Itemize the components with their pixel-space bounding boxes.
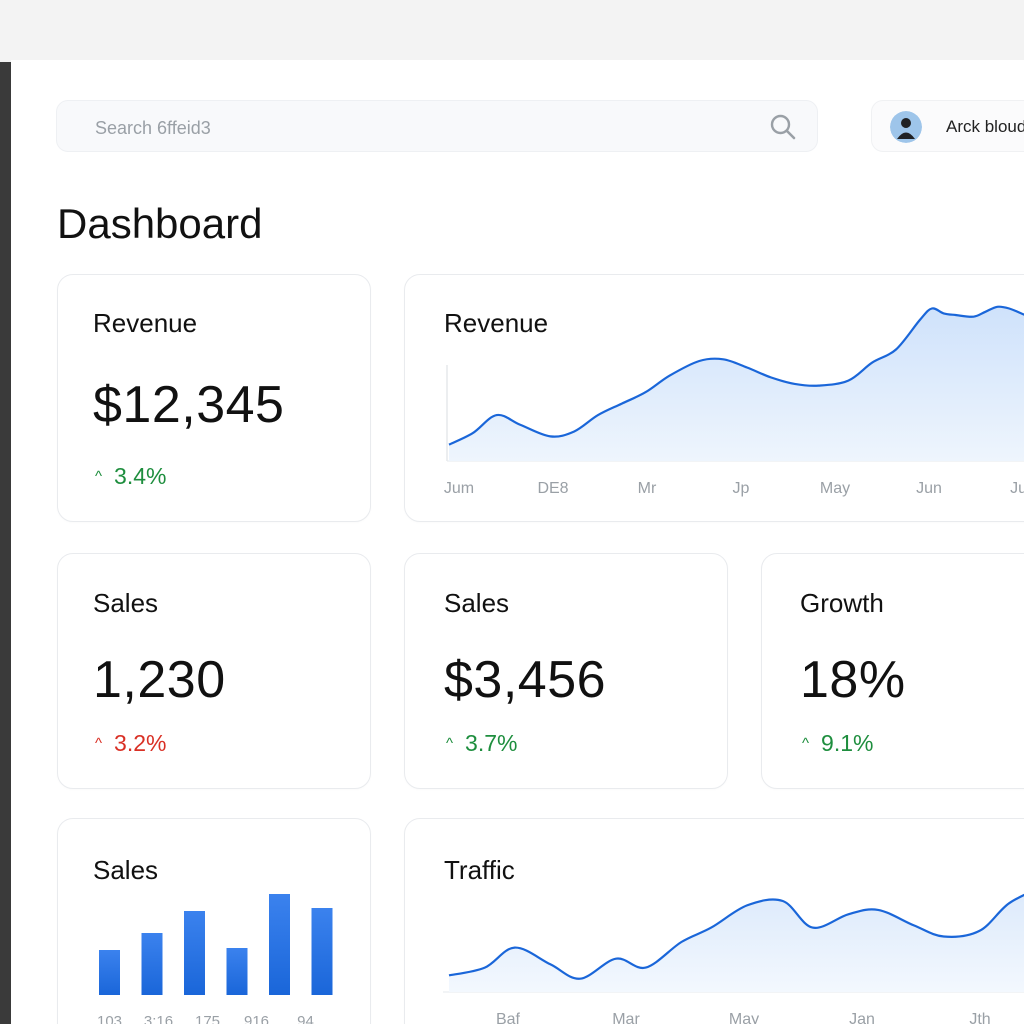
sales-amount-card[interactable]: Sales $3,456 ^ 3.7% <box>404 553 728 789</box>
bar-tick-label: 3:16 <box>144 1013 173 1024</box>
x-tick-label: Jan <box>849 1011 875 1024</box>
card-delta: ^ 3.2% <box>95 730 166 757</box>
bar-tick-label: 94 <box>297 1013 314 1024</box>
x-tick-label: Jum <box>444 480 474 497</box>
x-tick-label: May <box>729 1011 759 1024</box>
search-input[interactable] <box>93 114 737 142</box>
dashboard-page: Arck bloud Dashboard Revenue $12,345 ^ 3.… <box>11 60 1024 1024</box>
card-value: 1,230 <box>93 651 226 709</box>
bar[interactable] <box>226 948 248 995</box>
bar-tick-label: 175 <box>195 1013 220 1024</box>
growth-card[interactable]: Growth 18% ^ 9.1% <box>761 553 1024 789</box>
x-tick-label: Jth <box>969 1011 990 1024</box>
traffic-area <box>449 894 1024 992</box>
traffic-chart-card[interactable]: Traffic Baf Mar May Jan Jth <box>404 818 1024 1024</box>
card-delta: ^ 3.7% <box>446 730 517 757</box>
page-title: Dashboard <box>57 200 263 247</box>
x-tick-label: May <box>820 480 850 497</box>
card-value: $3,456 <box>444 651 607 709</box>
browser-top-bar <box>0 0 1024 58</box>
x-tick-label: Mr <box>638 480 657 497</box>
bar-tick-label: 916 <box>244 1013 269 1024</box>
sales-count-card[interactable]: Sales 1,230 ^ 3.2% <box>57 553 371 789</box>
x-tick-label: Mar <box>612 1011 640 1024</box>
sales-bar-card[interactable]: Sales 103 3:16 175 916 94 <box>57 818 371 1024</box>
revenue-kpi-card[interactable]: Revenue $12,345 ^ 3.4% <box>57 274 371 522</box>
traffic-line <box>448 893 1024 980</box>
revenue-area <box>449 306 1024 461</box>
bar[interactable] <box>141 933 163 995</box>
card-title: Growth <box>800 588 884 618</box>
card-value: 18% <box>800 651 906 709</box>
revenue-chart-card[interactable]: Revenue Jum DE8 Mr Jp May Jun Jun <box>404 274 1024 522</box>
card-title: Traffic <box>444 855 515 885</box>
traffic-chart: Baf Mar May Jan Jth <box>443 893 1024 1024</box>
x-tick-label: DE8 <box>537 480 568 497</box>
bar[interactable] <box>184 911 205 995</box>
caret-up-icon: ^ <box>95 735 103 752</box>
search-icon[interactable] <box>769 113 797 141</box>
card-title: Sales <box>93 588 159 618</box>
revenue-line <box>448 305 1024 446</box>
card-title: Revenue <box>93 308 198 338</box>
caret-up-icon: ^ <box>95 468 103 485</box>
user-name: Arck bloud <box>946 117 1024 136</box>
x-tick-label: Jun <box>916 480 942 497</box>
revenue-chart: Jum DE8 Mr Jp May Jun Jun <box>444 305 1024 497</box>
delta-value: 3.2% <box>114 730 167 756</box>
x-tick-label: Jun <box>1010 480 1024 497</box>
card-delta: ^ 9.1% <box>802 730 873 757</box>
user-menu[interactable]: Arck bloud <box>871 100 1024 152</box>
card-title: Sales <box>444 588 510 618</box>
delta-value: 3.4% <box>114 463 167 489</box>
x-tick-label: Baf <box>496 1011 521 1024</box>
bar[interactable] <box>99 950 120 995</box>
sales-bar-chart: 103 3:16 175 916 94 <box>97 894 333 1024</box>
bar-tick-label: 103 <box>97 1013 122 1024</box>
caret-up-icon: ^ <box>802 735 810 752</box>
delta-value: 3.7% <box>465 730 518 756</box>
delta-value: 9.1% <box>821 730 874 756</box>
window-left-edge <box>0 62 11 1024</box>
x-tick-label: Jp <box>733 480 750 497</box>
card-value: $12,345 <box>93 376 285 434</box>
search-box[interactable] <box>56 100 818 152</box>
caret-up-icon: ^ <box>446 735 454 752</box>
card-title: Revenue <box>444 308 549 338</box>
avatar[interactable] <box>890 111 922 143</box>
card-title: Sales <box>93 855 159 885</box>
bar[interactable] <box>269 894 290 995</box>
bar[interactable] <box>311 908 333 995</box>
card-delta: ^ 3.4% <box>95 463 166 490</box>
